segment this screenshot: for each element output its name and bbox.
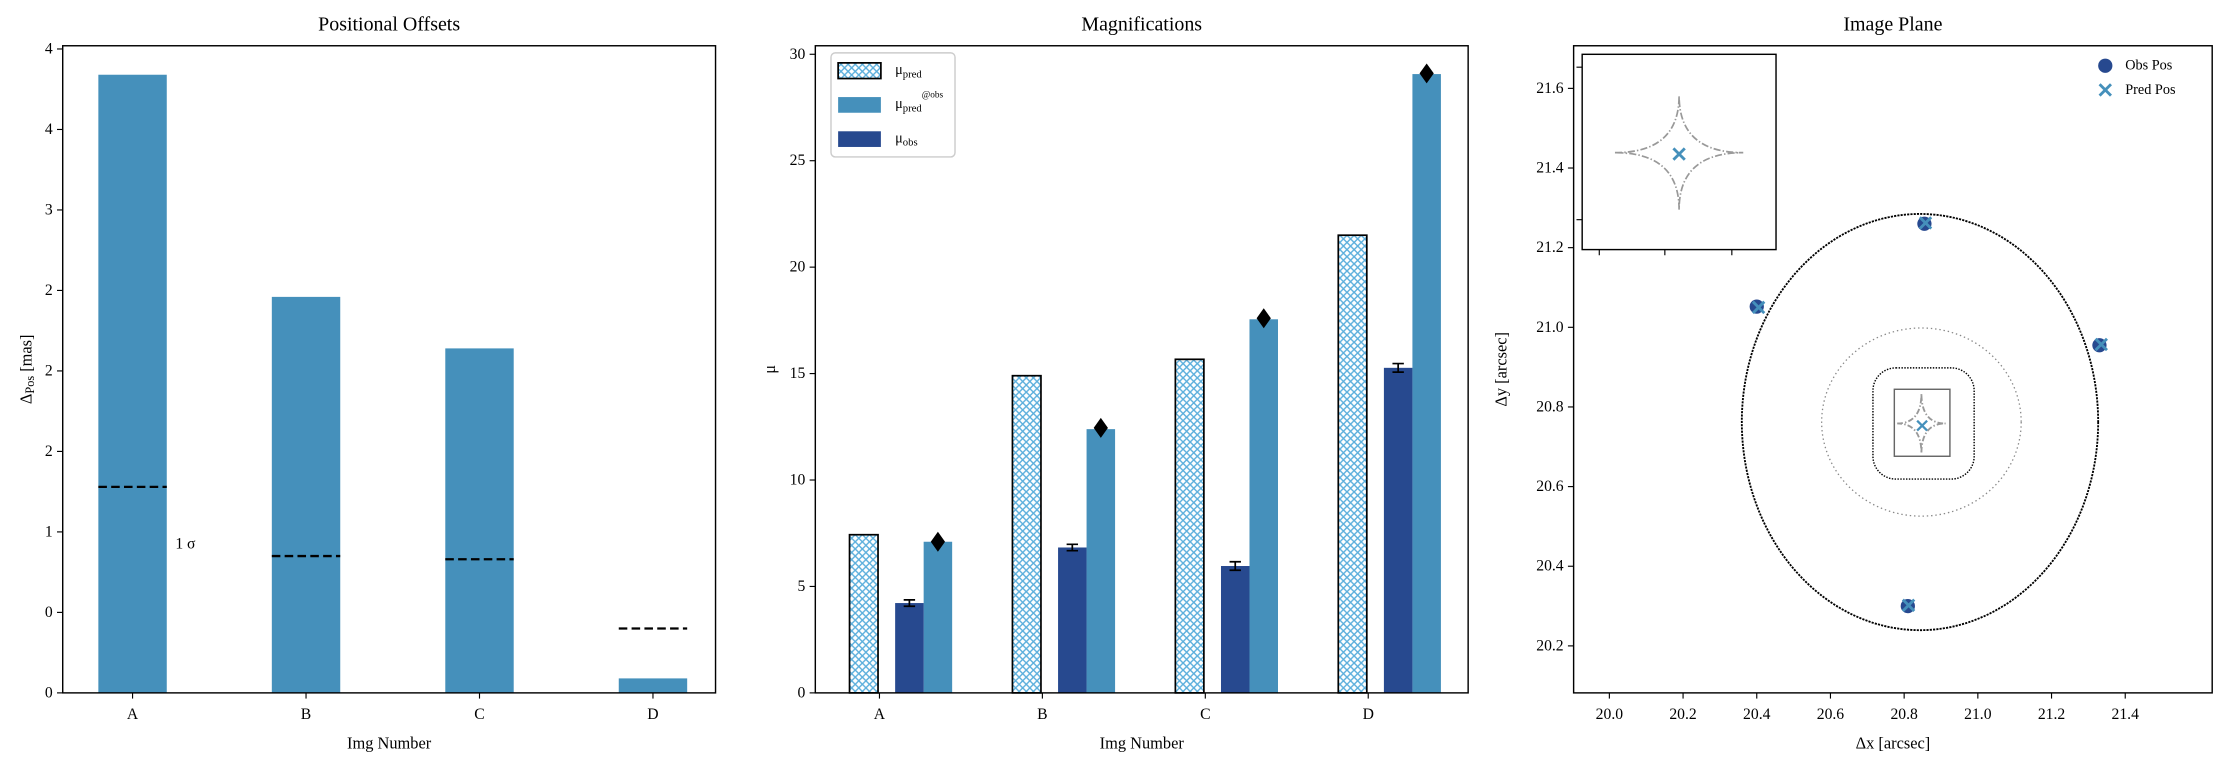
x-tick-label: B [301,706,311,723]
y-tick-label: 2 [45,443,53,460]
legend-swatch [838,131,881,147]
x-tick-label: 20.8 [1890,706,1918,723]
y-tick-label: 25 [790,152,806,169]
y-tick-label: 21.6 [1536,80,1564,97]
y-tick-label: 0 [798,684,806,701]
y-tick-label: 4 [45,121,53,138]
bar [1337,234,1368,694]
chart-title: Magnifications [1081,13,1202,35]
y-tick-label: 10 [790,472,806,489]
marker-x [1751,300,1766,315]
bar [271,296,341,693]
bar [1220,566,1250,693]
y-axis-label: μ [760,365,779,374]
y-tick-label: 1 [45,523,53,540]
bar [923,541,953,693]
legend-label: μobs [895,130,917,148]
diamond-marker [1419,63,1434,84]
y-tick-label: 20.2 [1536,637,1563,654]
y-axis-label: ΔPos [mas] [16,334,37,404]
x-axis-label: Img Number [1100,733,1185,752]
bar [1058,547,1087,693]
x-tick-label: D [647,706,658,723]
bar [618,678,688,693]
legend-label: Pred Pos [2125,82,2176,98]
y-tick-label: 3 [45,201,53,218]
bar [1383,367,1413,693]
diamond-marker [1093,417,1108,438]
x-tick-label: 21.0 [1964,706,1992,723]
y-tick-label: 2 [45,362,53,379]
y-tick-label: 21.0 [1536,319,1564,336]
legend-swatch [838,97,881,113]
chart-title: Positional Offsets [318,13,460,35]
y-tick-label: 20 [790,259,806,276]
marker-x [1918,216,1933,230]
bar [895,603,924,693]
x-tick-label: 21.2 [2038,706,2065,723]
x-tick-label: 20.6 [1817,706,1845,723]
axes-frame [814,45,1469,694]
x-tick-label: A [127,706,139,723]
axes-frame [62,45,717,694]
marker-x [1901,598,1916,612]
y-tick-label: 4 [45,40,53,57]
x-tick-label: 20.0 [1596,706,1624,723]
bar [1011,374,1042,694]
error-bar [1066,543,1079,552]
bar [1249,319,1278,693]
error-bar [1229,560,1241,572]
y-tick-label: 30 [790,46,806,63]
x-tick-label: 20.2 [1669,706,1696,723]
x-tick-label: B [1037,706,1047,723]
bar [98,74,167,693]
x-tick-label: D [1363,706,1374,723]
legend-marker [2098,83,2112,97]
x-tick-label: 21.4 [2112,706,2140,723]
chart-title: Image Plane [1843,13,1942,35]
legend-label: μpred [895,62,922,80]
legend-label: Obs Pos [2125,58,2173,74]
bar [445,348,514,693]
y-tick-label: 21.4 [1536,160,1564,177]
y-tick-label: 21.2 [1536,239,1563,256]
bar [1086,429,1116,693]
marker-x [2094,337,2108,352]
y-tick-label: 20.8 [1536,398,1564,415]
error-bar [1392,362,1404,373]
y-tick-label: 20.4 [1536,558,1564,575]
x-tick-label: 20.4 [1743,706,1771,723]
error-bar [903,599,916,608]
y-tick-label: 15 [790,365,806,382]
x-axis-label: Δx [arcsec] [1856,733,1931,752]
y-tick-label: 0 [45,604,53,621]
x-tick-label: C [1200,706,1210,723]
x-axis-label: Img Number [347,733,432,752]
x-tick-label: C [474,706,484,723]
y-tick-label: 5 [798,578,806,595]
legend-label: μpred@obs [895,91,943,115]
lens-curves [1740,213,2100,632]
bar [1174,358,1205,694]
inset [1576,53,1777,256]
y-tick-label: 2 [45,282,53,299]
axes-frame [1572,45,2213,694]
bar [1412,74,1441,693]
legend-swatch [837,62,882,80]
bar [848,533,879,694]
y-tick-label: 0 [45,684,53,701]
annotation: 1 σ [175,535,196,552]
y-axis-label: Δy [arcsec] [1491,332,1510,407]
y-tick-label: 20.6 [1536,478,1564,495]
x-tick-label: A [874,706,886,723]
legend-marker [2098,58,2113,73]
